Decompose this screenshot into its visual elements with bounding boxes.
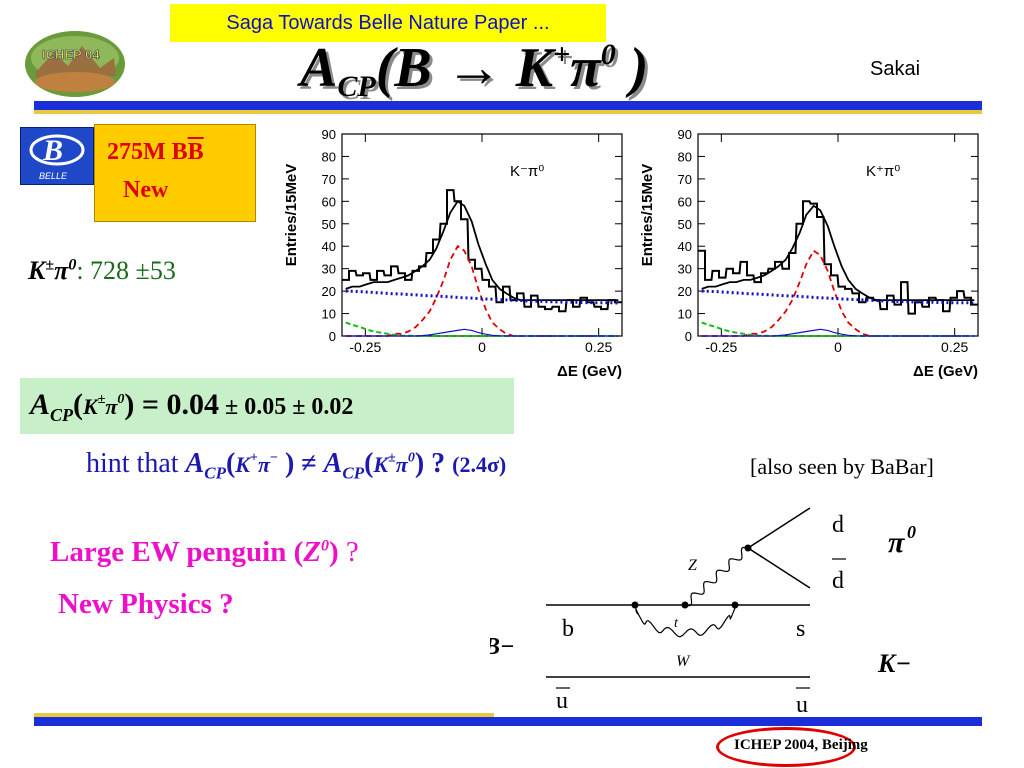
ew-penguin-text: Large EW penguin (Z0) ? [50,536,359,568]
x-tick-label: -0.25 [705,339,737,355]
belle-logo: B BELLE [20,127,94,185]
other-bkg-curve [345,328,619,337]
hint-line: hint that ACP(K+π− ) ≠ ACP(K±π0) ? (2.4σ… [86,448,507,483]
label-bminus: B− [490,634,515,660]
label-t: t [674,616,679,631]
y-tick-label: 90 [322,127,336,142]
y-tick-label: 0 [685,329,692,344]
y-tick-label: 80 [678,149,692,164]
y-tick-label: 50 [678,217,692,232]
x-tick-label: 0.25 [941,339,968,355]
label-b: b [562,616,574,642]
x-tick-label: 0 [478,339,486,355]
w-propagator [634,603,738,638]
charmless-bkg-curve [701,321,975,337]
footer-rule-accent [34,713,494,717]
y-tick-label: 40 [678,239,692,254]
feynman-diagram: d d π 0 Z b s t W B− K− u u [490,507,916,718]
label-d: d [832,512,844,538]
signal-yield: K±π0: 728 ±53 [28,256,176,285]
y-axis-label: Entries/15MeV [639,164,656,267]
ichep-logo: ICHEP 04 [25,31,125,97]
y-tick-label: 20 [678,284,692,299]
x-tick-label: 0 [834,339,842,355]
label-pi0-sup: 0 [907,522,916,542]
x-axis-label: ΔE (GeV) [557,363,622,380]
label-s: s [796,616,805,642]
y-tick-label: 90 [678,127,692,142]
footer-rule [34,717,982,726]
acp-result-box [20,378,514,434]
top-banner: Saga Towards Belle Nature Paper ... [170,4,606,42]
continuum-curve [345,289,619,305]
new-physics-text: New Physics ? [58,588,234,620]
charmless-bkg-curve [345,321,619,337]
y-tick-label: 60 [322,194,336,209]
label-w: W [676,653,691,670]
dataset-box: 275M BB New [94,124,256,222]
vertex-z [681,601,689,609]
footer-text: ICHEP 2004, Beijing [734,737,868,753]
dbar-quark-line [747,547,811,589]
delta-e-charts: 0 10 20 30 40 50 60 70 80 90 -0.25 0 0.25 ΔE (GeV) Ent… [283,127,979,380]
y-tick-label: 10 [322,307,336,322]
y-tick-label: 50 [322,217,336,232]
y-tick-label: 0 [329,329,336,344]
chart-label: K⁻π⁰ [510,163,544,180]
y-tick-label: 20 [322,284,336,299]
other-bkg-curve [701,328,975,337]
y-tick-label: 40 [322,239,336,254]
label-ubar-left: u [556,688,568,714]
dataset-count: 275M BB [107,139,204,165]
babar-note: [also seen by BaBar] [750,454,934,479]
signal-curve [701,249,975,337]
x-axis-label: ΔE (GeV) [913,363,978,380]
chart-label: K⁺π⁰ [866,163,900,180]
label-z: Z [688,557,698,574]
page-title: ACP(B → K+π0 ) [300,37,649,103]
vertex-s [731,601,739,609]
label-pi0: π [888,526,905,559]
histogram-series [342,189,622,313]
plot-frame [697,133,979,337]
chart-2: 0 10 20 30 40 50 60 70 80 90 -0.25 0 0.25 ΔE (GeV) Ent… [639,127,979,380]
y-tick-label: 30 [322,262,336,277]
x-tick-label: -0.25 [349,339,381,355]
svg-text:B: B [42,134,63,167]
footer-highlight [716,727,856,767]
label-dbar: d [832,568,844,594]
header-rule [34,101,982,110]
y-tick-label: 70 [322,172,336,187]
z-propagator [684,546,749,607]
signal-curve [345,244,619,337]
y-tick-label: 10 [678,307,692,322]
logo-text: ICHEP 04 [42,47,100,62]
author-name: Sakai [870,58,921,80]
header-rule-accent [34,110,982,114]
total-fit-curve [701,204,975,302]
acp-result: ACP(K±π0) = 0.04 ± 0.05 ± 0.02 [30,388,354,425]
x-tick-label: 0.25 [585,339,612,355]
label-kminus: K− [877,649,911,678]
banner-text: Saga Towards Belle Nature Paper ... [226,11,550,34]
vertex-b [631,601,639,609]
total-fit-curve [345,200,619,302]
y-tick-label: 60 [678,194,692,209]
y-axis-label: Entries/15MeV [283,164,300,267]
new-label: New [123,177,169,203]
belle-logo-label: BELLE [39,171,68,181]
y-tick-label: 30 [678,262,692,277]
chart-1: 0 10 20 30 40 50 60 70 80 90 -0.25 0 0.25 ΔE (GeV) Ent… [283,127,623,380]
label-ubar-right: u [796,692,808,718]
vertex-dd [744,544,752,552]
y-tick-label: 70 [678,172,692,187]
d-quark-line [747,507,811,549]
y-tick-label: 80 [322,149,336,164]
continuum-curve [701,289,975,305]
